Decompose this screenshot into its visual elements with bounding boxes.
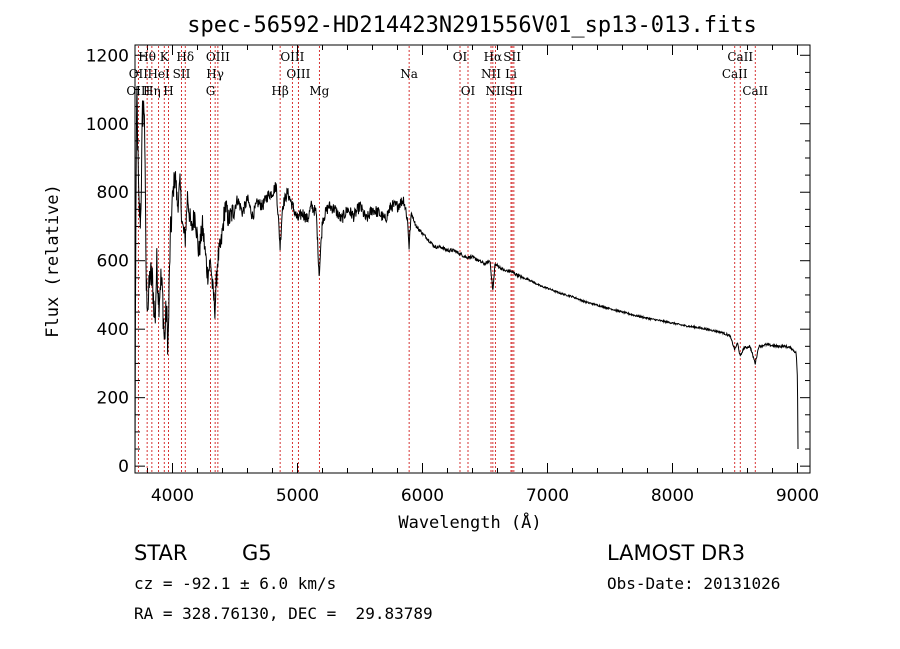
line-label-15: NII [481, 67, 501, 81]
line-label-0: Hθ [138, 50, 156, 64]
line-label-7: SII [503, 50, 521, 64]
chart-title: spec-56592-HD214423N291556V01_sp13-013.f… [187, 13, 757, 38]
axis-ticks [135, 45, 810, 473]
line-label-18: OIII [126, 84, 150, 98]
line-label-22: Hβ [271, 84, 288, 98]
x-tick-label-4000: 4000 [151, 486, 194, 506]
line-label-27: CaII [742, 84, 768, 98]
x-tick-label-9000: 9000 [776, 486, 819, 506]
spectrum-line [134, 86, 799, 467]
line-label-17: CaII [722, 67, 748, 81]
line-label-24: OI [461, 84, 476, 98]
y-tick-label-600: 600 [97, 252, 129, 272]
line-markers [137, 46, 756, 472]
x-tick-label-5000: 5000 [276, 486, 319, 506]
x-tick-label-7000: 7000 [526, 486, 569, 506]
line-label-1: K [160, 50, 170, 64]
line-label-8: CaII [727, 50, 753, 64]
line-label-20: H [163, 84, 173, 98]
line-label-23: Mg [309, 84, 329, 98]
line-label-25: NII [485, 84, 505, 98]
line-label-21: G [206, 84, 216, 98]
y-tick-label-0: 0 [118, 457, 129, 477]
object-subclass: G5 [242, 541, 272, 565]
y-tick-label-400: 400 [97, 320, 129, 340]
redshift-text: cz = -92.1 ± 6.0 km/s [134, 574, 336, 593]
object-class: STAR [134, 541, 187, 565]
y-tick-labels: 0 200 400 600 800 1000 1200 [86, 46, 129, 477]
line-label-4: OIII [280, 50, 304, 64]
y-axis-label: Flux (relative) [43, 184, 63, 338]
y-tick-label-800: 800 [97, 183, 129, 203]
line-label-3: OIII [206, 50, 230, 64]
line-label-12: Hγ [206, 67, 224, 81]
line-label-26: SII [505, 84, 523, 98]
x-tick-label-8000: 8000 [651, 486, 694, 506]
line-label-19: Hη [143, 84, 161, 98]
line-label-14: Na [400, 67, 418, 81]
y-tick-label-1000: 1000 [86, 115, 129, 135]
line-label-6: Hα [484, 50, 503, 64]
x-tick-labels: 4000 5000 6000 7000 8000 9000 [151, 486, 819, 506]
plot-frame [134, 44, 811, 474]
survey-name: LAMOST DR3 [607, 541, 745, 565]
y-tick-label-1200: 1200 [86, 46, 129, 66]
line-label-11: SII [173, 67, 191, 81]
x-tick-label-6000: 6000 [401, 486, 444, 506]
y-tick-label-200: 200 [97, 389, 129, 409]
x-axis-label: Wavelength (Å) [398, 511, 541, 533]
obs-date-text: Obs-Date: 20131026 [607, 574, 780, 593]
line-label-13: OIII [286, 67, 310, 81]
line-label-5: OI [453, 50, 468, 64]
line-label-9: OII [129, 67, 149, 81]
coords-text: RA = 328.76130, DEC = 29.83789 [134, 604, 433, 623]
line-label-10: HeI [147, 67, 170, 81]
line-label-2: Hδ [176, 50, 194, 64]
line-label-16: Li [505, 67, 517, 81]
